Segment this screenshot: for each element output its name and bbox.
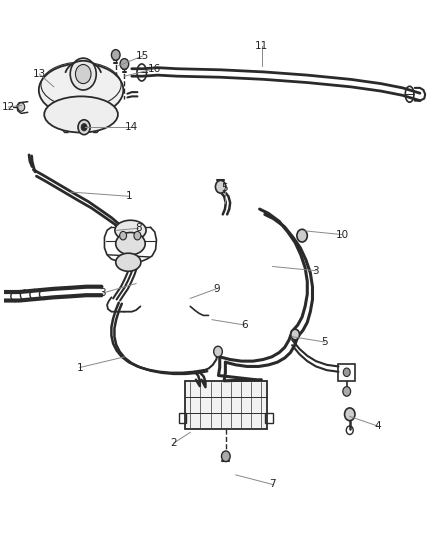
Text: 9: 9 [213, 284, 219, 294]
Circle shape [343, 368, 350, 376]
FancyBboxPatch shape [185, 381, 267, 429]
Text: 2: 2 [170, 438, 177, 448]
Text: 10: 10 [336, 230, 349, 240]
Circle shape [214, 346, 223, 357]
Text: 4: 4 [374, 421, 381, 431]
Circle shape [345, 408, 355, 421]
Text: 15: 15 [136, 51, 149, 61]
Circle shape [111, 50, 120, 60]
Text: 3: 3 [313, 266, 319, 276]
Circle shape [70, 58, 96, 90]
Text: 3: 3 [99, 288, 106, 298]
Circle shape [120, 231, 127, 240]
Ellipse shape [115, 220, 146, 240]
Circle shape [81, 124, 87, 131]
Circle shape [297, 229, 307, 242]
Circle shape [78, 120, 90, 135]
Text: 13: 13 [33, 69, 46, 79]
Ellipse shape [39, 63, 124, 117]
Circle shape [75, 64, 91, 84]
Circle shape [18, 103, 25, 111]
Text: 12: 12 [2, 102, 15, 112]
Text: 7: 7 [269, 480, 276, 489]
Circle shape [120, 59, 129, 69]
Circle shape [215, 180, 226, 193]
Ellipse shape [116, 232, 145, 255]
Ellipse shape [44, 96, 118, 133]
Circle shape [222, 451, 230, 462]
Text: 8: 8 [135, 223, 141, 233]
Circle shape [291, 329, 300, 340]
Text: 16: 16 [148, 64, 161, 74]
Text: 1: 1 [126, 191, 133, 201]
Ellipse shape [116, 253, 141, 271]
Text: 14: 14 [125, 122, 138, 132]
Circle shape [134, 231, 141, 240]
Text: 5: 5 [321, 337, 328, 347]
Text: 6: 6 [241, 320, 248, 330]
Text: 11: 11 [255, 41, 268, 51]
Circle shape [343, 386, 351, 396]
Text: 1: 1 [77, 362, 83, 373]
Text: 5: 5 [222, 183, 228, 193]
